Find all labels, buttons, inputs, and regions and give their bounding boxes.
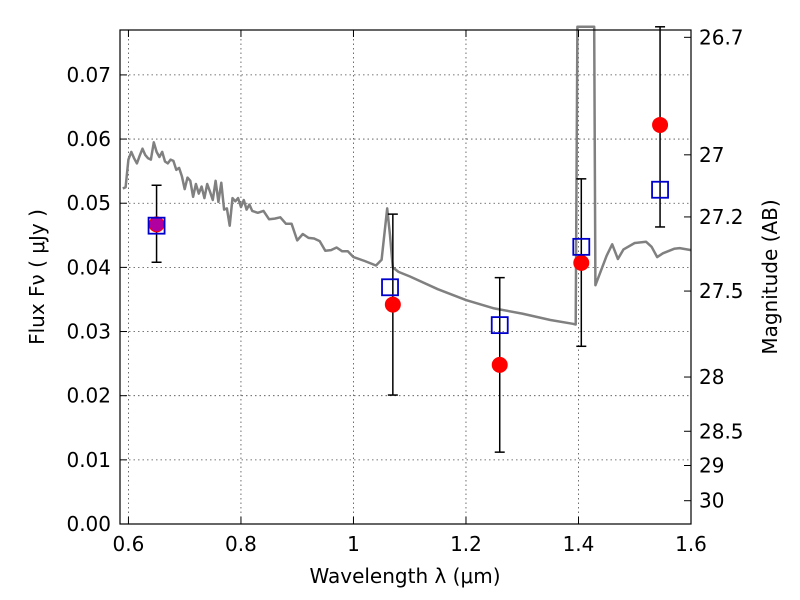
mag-tick-label: 29 — [699, 453, 724, 477]
observed-point — [384, 296, 401, 313]
x-tick-label: 1.4 — [563, 532, 595, 556]
marker-layer — [147, 116, 669, 373]
mag-tick-label: 28 — [699, 365, 724, 389]
model-point — [490, 316, 509, 335]
mag-tick-label: 27.5 — [699, 279, 744, 303]
y-tick-label: 0.00 — [66, 512, 111, 536]
observed-point — [148, 216, 165, 233]
model-point — [572, 237, 591, 256]
spectrum-layer — [122, 25, 692, 326]
model-point — [381, 278, 399, 297]
observed-point — [652, 116, 669, 133]
x-tick-label: 1 — [347, 532, 360, 556]
spectrum-line — [122, 25, 692, 326]
y-tick-label: 0.01 — [66, 448, 111, 472]
plot-frame — [119, 29, 692, 525]
y-tick-label: 0.04 — [66, 255, 111, 279]
mag-tick-label: 26.7 — [699, 25, 744, 49]
y-tick-label: 0.02 — [66, 384, 111, 408]
mag-tick-label: 28.5 — [699, 419, 744, 443]
y-tick-label: 0.07 — [66, 63, 111, 87]
y-right-axis-label: Magnitude (AB) — [758, 199, 782, 354]
tick-layer: 0.6 0.8 1 1.2 1.4 1.6 0.00 0.01 0.02 0.03 0.04 0.05… — [66, 25, 743, 556]
x-tick-label: 0.6 — [113, 532, 145, 556]
x-axis-label: Wavelength λ (μm) — [309, 564, 500, 588]
y-tick-label: 0.06 — [66, 127, 111, 151]
x-tick-label: 1.2 — [450, 532, 482, 556]
x-tick-label: 1.6 — [675, 532, 707, 556]
mag-tick-label: 30 — [699, 489, 724, 513]
model-point — [147, 216, 166, 235]
y-tick-label: 0.05 — [66, 191, 111, 215]
mag-tick-label: 27.2 — [699, 205, 744, 229]
y-tick-label: 0.03 — [66, 320, 111, 344]
observed-point — [491, 356, 508, 373]
x-tick-label: 0.8 — [225, 532, 257, 556]
y-axis-label: Flux Fν ( μJy ) — [25, 209, 49, 345]
mag-tick-label: 27 — [699, 143, 724, 167]
grid-lines — [120, 30, 692, 525]
observed-point — [573, 254, 590, 271]
model-point — [651, 180, 669, 199]
